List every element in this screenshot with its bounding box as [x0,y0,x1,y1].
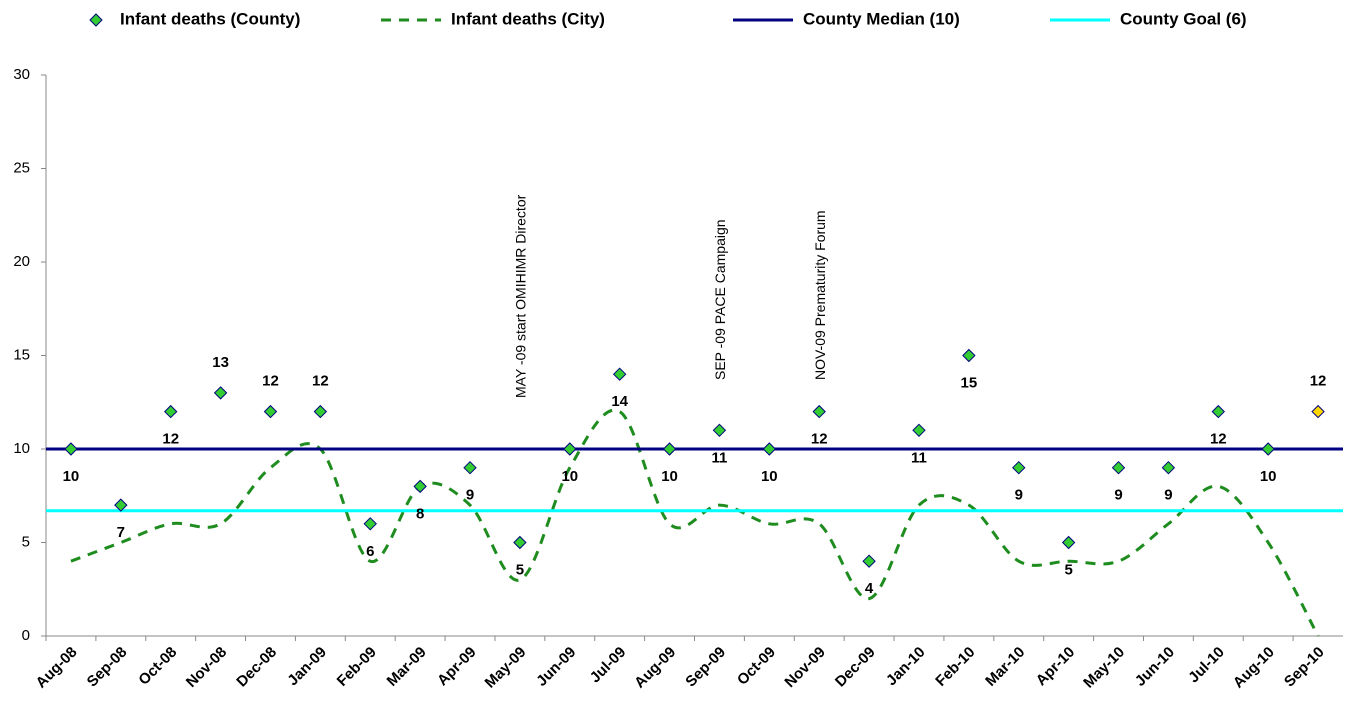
data-label: 14 [611,393,628,410]
legend-label: Infant deaths (City) [451,9,605,28]
x-tick-label: Jul-10 [1185,644,1228,687]
city-line [70,408,1320,637]
marker [463,460,477,475]
marker [662,442,677,456]
x-tick-label: Jul-09 [587,644,630,687]
annotation: SEP -09 PACE Campaign [712,219,728,380]
x-tick-label: Sep-08 [84,644,131,691]
marker [1161,460,1176,475]
x-tick-label: Feb-10 [932,644,978,690]
data-label: 12 [262,373,279,390]
x-tick-label: Sep-10 [1281,644,1328,691]
x-tick-label: Nov-09 [781,644,828,691]
y-tick-label: 15 [13,346,30,363]
x-tick-label: Mar-09 [384,644,430,690]
marker [363,517,377,531]
x-tick-label: Oct-09 [734,644,779,689]
x-tick-label: Dec-09 [832,644,879,691]
marker [1061,535,1076,550]
data-label: 5 [516,561,524,578]
marker [1261,442,1275,456]
x-tick-label: Mar-10 [982,644,1028,690]
marker [712,423,727,438]
data-label: 9 [1114,487,1122,504]
y-tick-label: 30 [13,66,30,83]
x-tick-label: May-10 [1080,644,1128,692]
marker [1111,460,1126,475]
marker [1012,460,1026,475]
data-label: 15 [961,374,978,391]
marker [313,404,328,419]
x-tick-label: Nov-08 [183,644,230,691]
x-tick-label: Sep-09 [682,644,729,691]
marker [612,367,627,381]
legend-label: County Median (10) [803,9,960,28]
data-label: 10 [1260,468,1277,485]
data-label: 5 [1064,561,1072,578]
data-label: 13 [212,354,229,371]
data-label: 9 [1015,487,1023,504]
x-tick-label: Aug-10 [1230,644,1278,692]
data-label: 12 [1210,431,1227,448]
x-tick-label: Jan-10 [883,644,929,690]
data-label: 10 [63,468,80,485]
marker [64,442,78,456]
annotation: NOV-09 Prematurity Forum [812,210,828,380]
marker [762,442,777,456]
data-label: 10 [761,468,778,485]
annotation: MAY -09 start OMIHIMR Director [513,194,529,398]
data-label: 9 [1164,487,1172,504]
data-label: 12 [1310,373,1327,390]
marker [1311,404,1325,419]
marker [114,498,128,512]
marker [563,442,577,456]
x-tick-label: Dec-08 [233,644,280,691]
marker [513,535,527,550]
y-tick-label: 25 [13,159,30,176]
x-tick-label: Oct-08 [135,644,180,689]
y-tick-label: 10 [13,440,30,457]
data-label: 10 [661,468,678,485]
legend-key [89,13,103,27]
marker [862,554,876,568]
marker [1211,404,1225,419]
data-label: 10 [561,468,578,485]
data-label: 12 [162,431,179,448]
x-tick-label: Jun-09 [533,644,579,690]
x-tick-label: May-09 [482,644,530,692]
y-tick-label: 0 [22,627,30,644]
x-tick-label: Apr-10 [1033,644,1079,690]
x-tick-label: Jun-10 [1132,644,1178,690]
x-tick-label: Apr-09 [434,644,480,690]
marker [962,348,976,363]
marker [164,404,178,419]
legend-label: Infant deaths (County) [120,9,300,28]
data-label: 9 [466,487,474,504]
data-label: 4 [865,580,874,597]
data-label: 11 [911,449,927,466]
marker [263,404,278,419]
y-tick-label: 20 [13,253,30,270]
y-tick-label: 5 [22,533,30,550]
marker [912,423,926,438]
data-label: 8 [416,505,424,522]
data-label: 12 [312,373,329,390]
x-tick-label: Aug-09 [631,644,679,692]
marker [413,479,427,494]
x-tick-label: Jan-09 [284,644,330,690]
x-tick-label: Aug-08 [33,644,81,692]
data-label: 12 [811,431,828,448]
legend-label: County Goal (6) [1120,9,1247,28]
marker [812,404,826,419]
data-label: 7 [117,524,125,541]
data-label: 6 [366,543,374,560]
marker [213,386,228,400]
data-label: 11 [712,449,728,466]
x-tick-label: Feb-09 [334,644,380,690]
